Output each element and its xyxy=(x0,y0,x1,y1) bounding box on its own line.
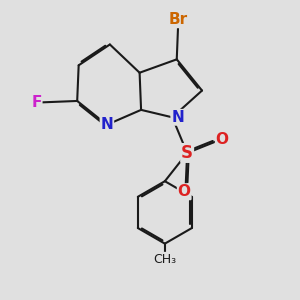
Text: CH₃: CH₃ xyxy=(153,253,176,266)
Text: S: S xyxy=(181,144,193,162)
Text: Br: Br xyxy=(169,12,188,27)
Text: O: O xyxy=(216,132,229,147)
Text: N: N xyxy=(100,117,113,132)
Text: O: O xyxy=(178,184,191,199)
Text: N: N xyxy=(171,110,184,125)
Text: F: F xyxy=(31,95,42,110)
